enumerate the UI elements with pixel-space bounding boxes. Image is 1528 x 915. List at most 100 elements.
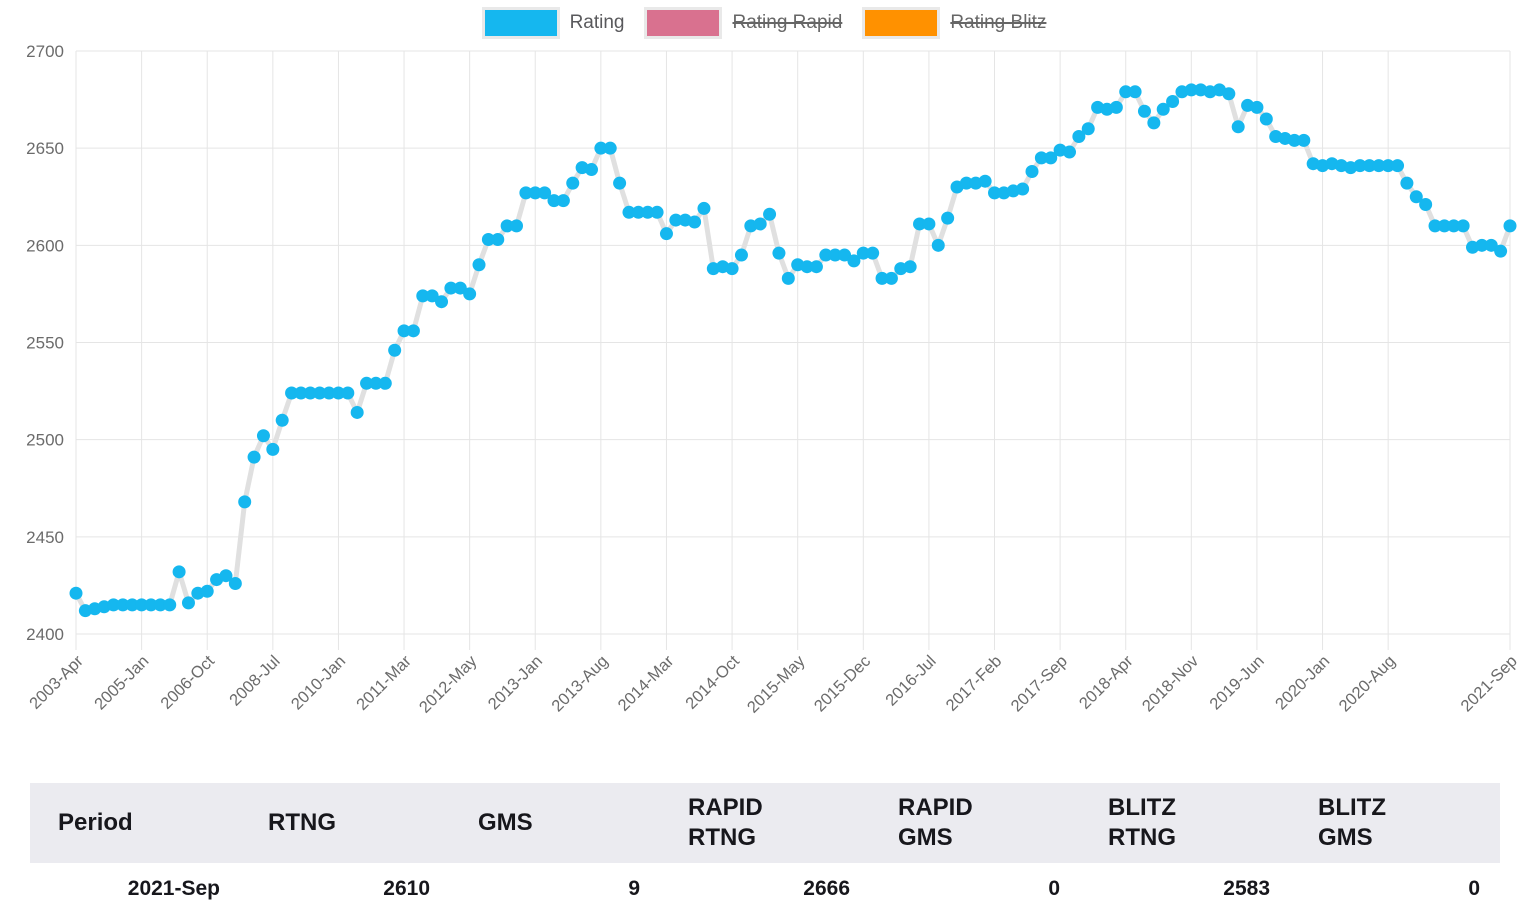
data-point[interactable] — [1456, 219, 1470, 233]
data-point[interactable] — [313, 386, 327, 400]
data-point[interactable] — [1381, 159, 1395, 173]
data-point[interactable] — [931, 238, 945, 252]
data-point[interactable] — [1231, 120, 1245, 134]
data-point[interactable] — [1025, 164, 1039, 178]
data-point[interactable] — [125, 598, 139, 612]
data-point[interactable] — [472, 258, 486, 272]
data-point[interactable] — [781, 271, 795, 285]
data-point[interactable] — [406, 324, 420, 338]
data-point[interactable] — [659, 227, 673, 241]
data-point[interactable] — [163, 598, 177, 612]
data-point[interactable] — [528, 186, 542, 200]
data-point[interactable] — [1372, 159, 1386, 173]
data-point[interactable] — [556, 194, 570, 208]
data-point[interactable] — [884, 271, 898, 285]
data-point[interactable] — [763, 207, 777, 221]
data-point[interactable] — [1062, 145, 1076, 159]
data-point[interactable] — [1297, 133, 1311, 147]
data-point[interactable] — [247, 450, 261, 464]
data-point[interactable] — [594, 141, 608, 155]
data-point[interactable] — [510, 219, 524, 233]
data-point[interactable] — [1437, 219, 1451, 233]
data-point[interactable] — [809, 260, 823, 274]
data-point[interactable] — [1391, 159, 1405, 173]
data-point[interactable] — [1034, 151, 1048, 165]
data-point[interactable] — [1072, 130, 1086, 144]
data-point[interactable] — [144, 598, 158, 612]
data-point[interactable] — [772, 246, 786, 260]
data-point[interactable] — [603, 141, 617, 155]
data-point[interactable] — [1484, 238, 1498, 252]
data-point[interactable] — [1494, 244, 1508, 258]
legend-item-rating-blitz[interactable]: Rating Blitz — [862, 7, 1046, 39]
data-point[interactable] — [106, 598, 120, 612]
data-point[interactable] — [172, 565, 186, 579]
data-point[interactable] — [219, 569, 233, 583]
data-point[interactable] — [500, 219, 514, 233]
data-point[interactable] — [266, 442, 280, 456]
data-point[interactable] — [1128, 85, 1142, 99]
data-point[interactable] — [913, 217, 927, 231]
data-point[interactable] — [1222, 87, 1236, 101]
data-point[interactable] — [200, 584, 214, 598]
data-point[interactable] — [388, 343, 402, 357]
data-point[interactable] — [256, 429, 270, 443]
data-point[interactable] — [1409, 190, 1423, 204]
data-point[interactable] — [1016, 182, 1030, 196]
data-point[interactable] — [866, 246, 880, 260]
data-point[interactable] — [397, 324, 411, 338]
data-point[interactable] — [285, 386, 299, 400]
data-point[interactable] — [584, 163, 598, 177]
data-point[interactable] — [294, 386, 308, 400]
data-point[interactable] — [378, 376, 392, 390]
data-point[interactable] — [1044, 151, 1058, 165]
data-point[interactable] — [566, 176, 580, 190]
data-point[interactable] — [978, 174, 992, 188]
data-point[interactable] — [1184, 83, 1198, 97]
data-point[interactable] — [847, 254, 861, 268]
data-point[interactable] — [435, 295, 449, 309]
data-point[interactable] — [453, 281, 467, 295]
data-point[interactable] — [135, 598, 149, 612]
data-point[interactable] — [181, 596, 195, 610]
data-point[interactable] — [1137, 104, 1151, 118]
data-point[interactable] — [444, 281, 458, 295]
data-point[interactable] — [875, 271, 889, 285]
data-point[interactable] — [519, 186, 533, 200]
legend-item-rating[interactable]: Rating — [481, 7, 624, 39]
data-point[interactable] — [416, 289, 430, 303]
data-point[interactable] — [1503, 219, 1517, 233]
data-point[interactable] — [1447, 219, 1461, 233]
data-point[interactable] — [819, 248, 833, 262]
data-point[interactable] — [641, 205, 655, 219]
data-point[interactable] — [481, 233, 495, 247]
data-point[interactable] — [116, 598, 130, 612]
data-point[interactable] — [360, 376, 374, 390]
data-point[interactable] — [1419, 198, 1433, 212]
data-point[interactable] — [69, 586, 83, 600]
data-point[interactable] — [463, 287, 477, 301]
data-point[interactable] — [725, 262, 739, 276]
data-point[interactable] — [1428, 219, 1442, 233]
data-point[interactable] — [1475, 238, 1489, 252]
data-point[interactable] — [1400, 176, 1414, 190]
data-point[interactable] — [838, 248, 852, 262]
data-point[interactable] — [650, 205, 664, 219]
data-point[interactable] — [941, 211, 955, 225]
data-point[interactable] — [856, 246, 870, 260]
data-point[interactable] — [538, 186, 552, 200]
data-point[interactable] — [303, 386, 317, 400]
data-point[interactable] — [547, 194, 561, 208]
data-point[interactable] — [903, 260, 917, 274]
legend-item-rating-rapid[interactable]: Rating Rapid — [644, 7, 842, 39]
data-point[interactable] — [753, 217, 767, 231]
data-point[interactable] — [828, 248, 842, 262]
data-point[interactable] — [275, 413, 289, 427]
data-point[interactable] — [613, 176, 627, 190]
data-point[interactable] — [238, 495, 252, 509]
data-point[interactable] — [922, 217, 936, 231]
data-point[interactable] — [331, 386, 345, 400]
data-point[interactable] — [1109, 100, 1123, 114]
data-point[interactable] — [800, 260, 814, 274]
data-point[interactable] — [988, 186, 1002, 200]
